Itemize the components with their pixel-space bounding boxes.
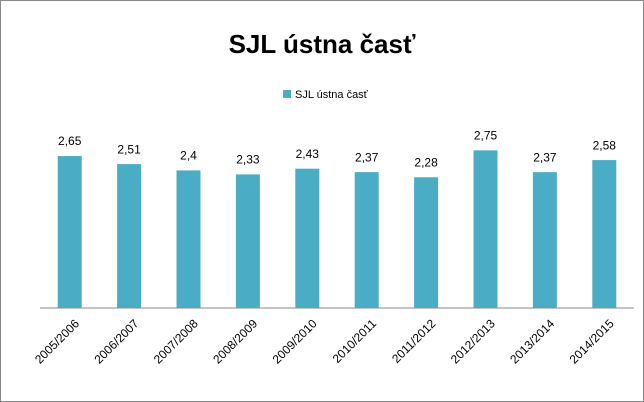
bar bbox=[473, 150, 498, 308]
value-label: 2,28 bbox=[414, 155, 438, 169]
bar bbox=[235, 174, 260, 308]
value-label: 2,37 bbox=[533, 150, 557, 164]
value-label: 2,51 bbox=[117, 142, 141, 156]
legend-swatch bbox=[283, 90, 291, 98]
bar bbox=[117, 164, 142, 308]
value-label: 2,58 bbox=[593, 138, 617, 152]
bar bbox=[532, 172, 557, 308]
bar bbox=[414, 177, 439, 308]
bar bbox=[295, 168, 320, 308]
bar bbox=[176, 170, 201, 308]
bar bbox=[592, 160, 617, 308]
value-label: 2,43 bbox=[296, 147, 320, 161]
chart-title: SJL ústna časť bbox=[229, 29, 416, 59]
value-label: 2,75 bbox=[474, 129, 498, 143]
bar bbox=[354, 172, 379, 308]
bar bbox=[57, 156, 82, 308]
value-label: 2,37 bbox=[355, 150, 379, 164]
legend-label: SJL ústna časť bbox=[295, 89, 369, 101]
value-label: 2,4 bbox=[180, 149, 197, 163]
value-label: 2,33 bbox=[236, 153, 260, 167]
value-label: 2,65 bbox=[58, 134, 82, 148]
